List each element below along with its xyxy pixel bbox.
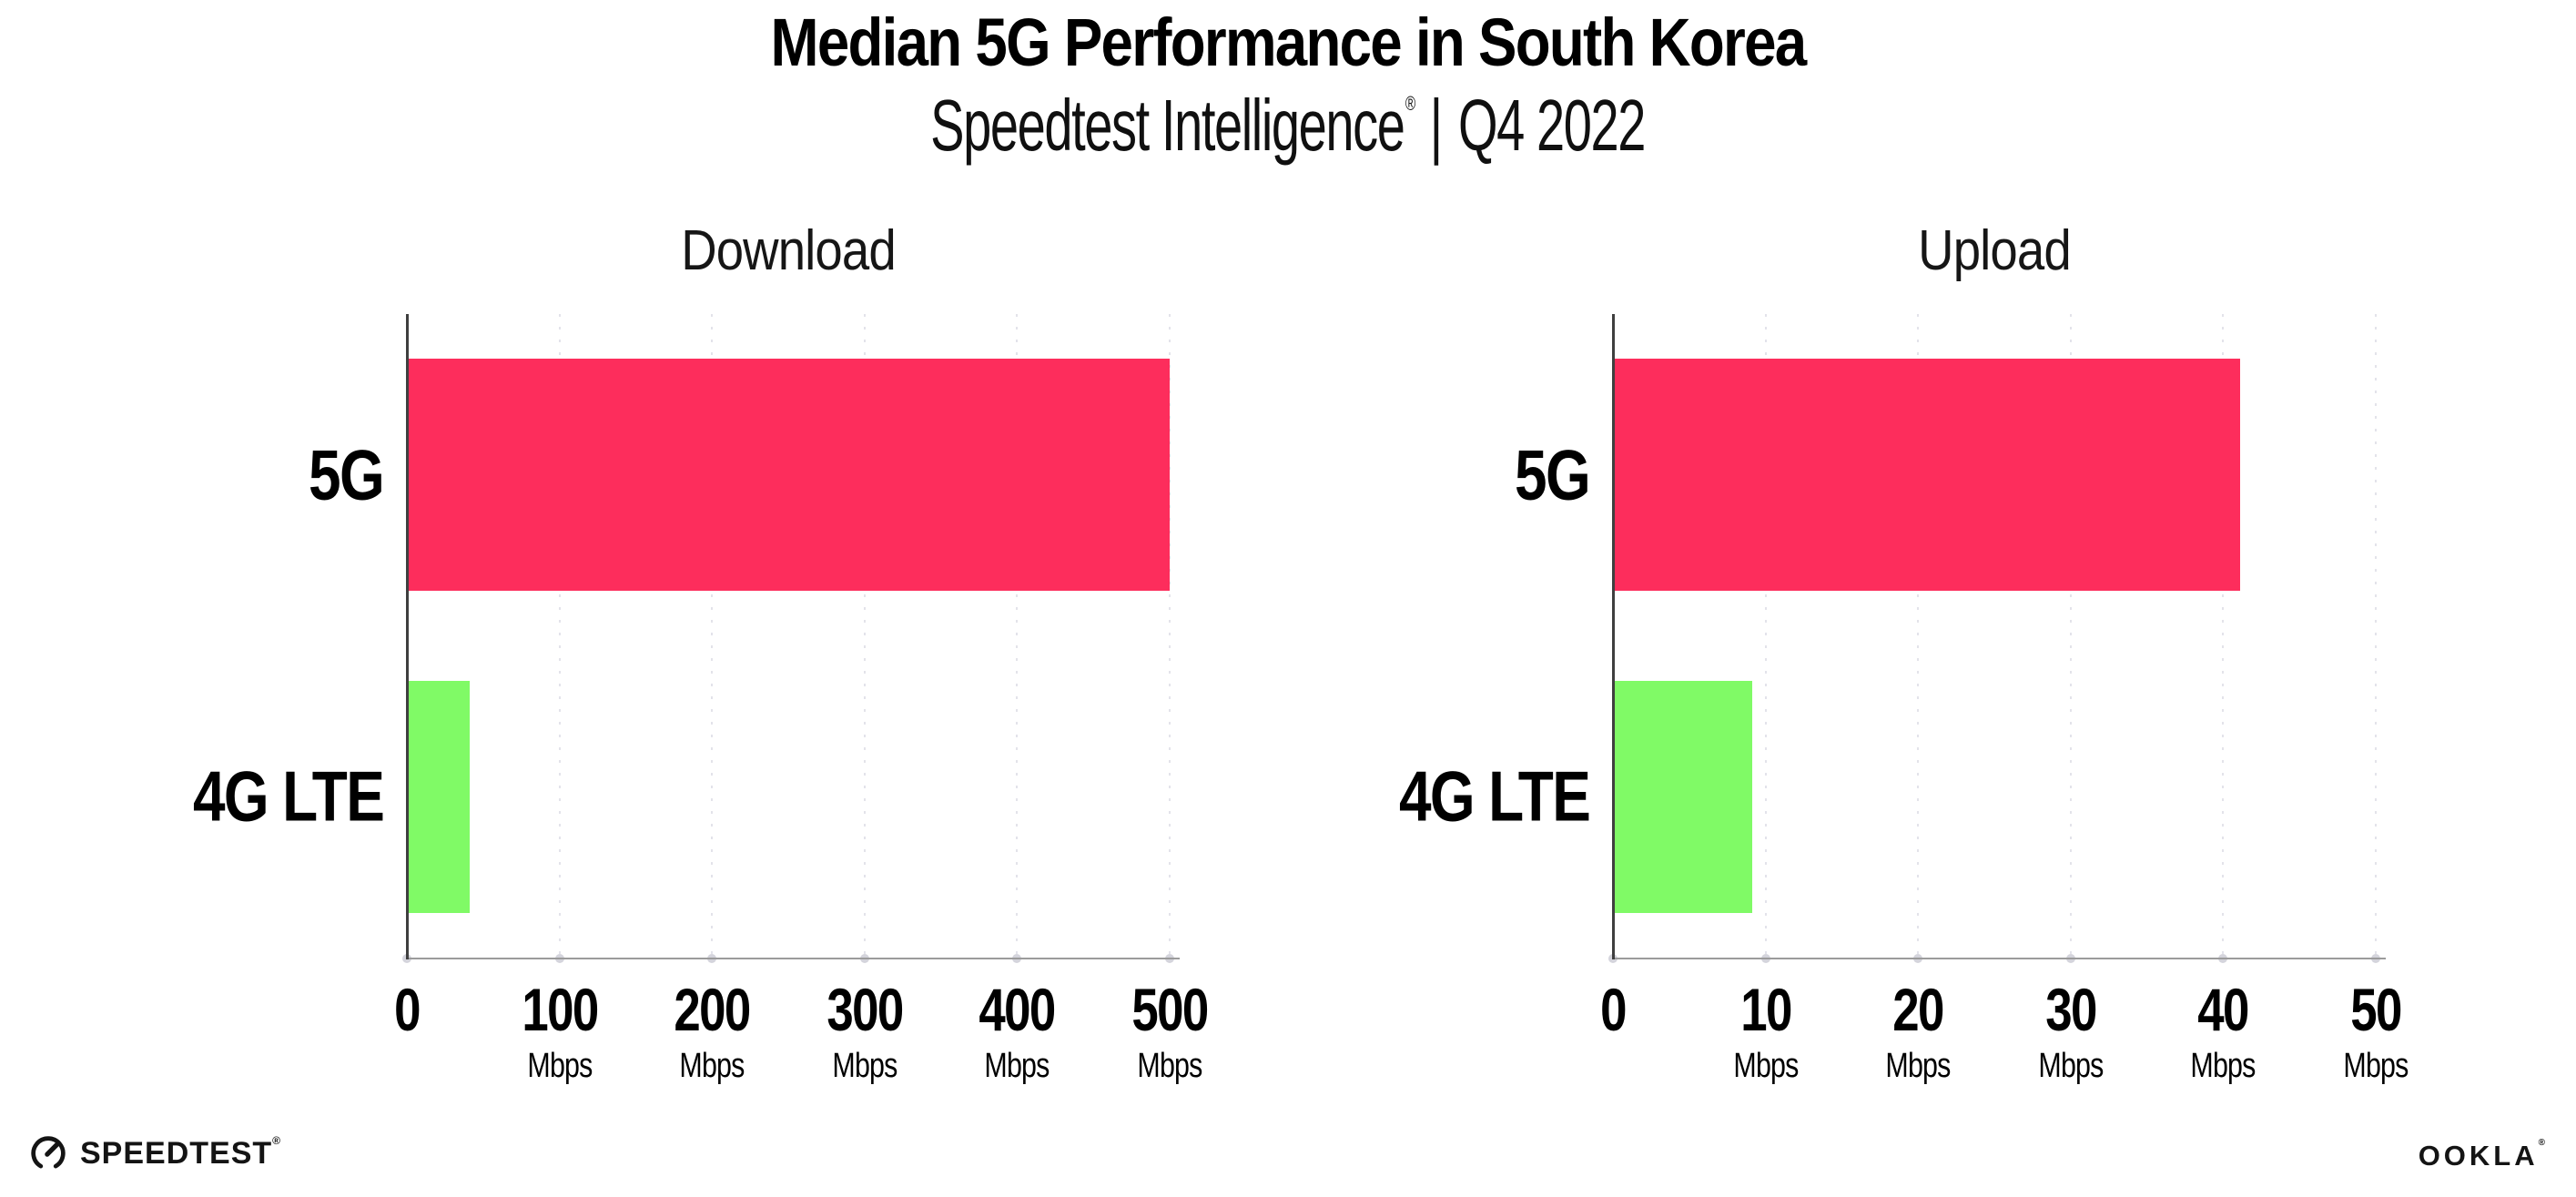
ookla-registered-mark: ® [2538, 1138, 2545, 1148]
gridline-200 [711, 314, 714, 958]
x-tick-value: 300 [827, 976, 904, 1043]
bar-4g-lte [1615, 680, 1752, 913]
x-tick-unit: Mbps [679, 1047, 745, 1085]
x-tick-unit: Mbps [2038, 1047, 2104, 1085]
x-tick-20: 20 Mbps [1885, 976, 1952, 1085]
bar-5g [1615, 359, 2241, 592]
x-tick-value: 10 [1739, 976, 1792, 1043]
x-tick-400: 400 Mbps [979, 976, 1057, 1085]
x-tick-10: 10 Mbps [1733, 976, 1799, 1085]
subtitle-period: Q4 2022 [1458, 85, 1646, 166]
subtitle-separator: | [1430, 85, 1444, 166]
x-tick-value: 100 [521, 976, 599, 1043]
upload-chart-title: Upload [1918, 219, 2072, 282]
bar-5g [409, 359, 1171, 592]
gridline-300 [863, 314, 866, 958]
gridline-400 [1016, 314, 1019, 958]
download-chart-plot: 5G 4G LTE 0 100 Mbps 200 Mbps 300 Mbps 400 Mbps 500… [193, 314, 1209, 1083]
gridline-500 [1169, 314, 1171, 958]
x-tick-300: 300 Mbps [827, 976, 904, 1085]
x-tick-value: 0 [1600, 976, 1627, 1043]
x-tick-unit: Mbps [1137, 1047, 1202, 1085]
gridline-50 [2375, 314, 2377, 958]
x-tick-100: 100 Mbps [521, 976, 599, 1085]
x-tick-value: 200 [674, 976, 752, 1043]
x-tick-500: 500 Mbps [1131, 976, 1209, 1085]
upload-chart-plot: 5G 4G LTE 0 10 Mbps 20 Mbps 30 Mbps 40 Mbps 50 Mbps [1399, 314, 2409, 1083]
gridline-20 [1917, 314, 1920, 958]
x-tick-0: 0 [1600, 976, 1627, 1043]
x-tick-value: 50 [2350, 976, 2402, 1043]
speedtest-logo-text: SPEEDTEST® [80, 1133, 282, 1172]
x-tick-unit: Mbps [2343, 1047, 2409, 1085]
x-tick-unit: Mbps [527, 1047, 593, 1085]
bar-4g-lte [409, 680, 471, 913]
x-tick-value: 0 [394, 976, 421, 1043]
speedtest-wordmark: SPEEDTEST [80, 1135, 273, 1171]
ookla-logo: OOKLA® [2418, 1138, 2545, 1172]
x-tick-value: 20 [1892, 976, 1944, 1043]
x-tick-unit: Mbps [1885, 1047, 1952, 1085]
x-tick-value: 500 [1131, 976, 1209, 1043]
x-tick-200: 200 Mbps [674, 976, 752, 1085]
gridline-100 [558, 314, 561, 958]
x-tick-40: 40 Mbps [2190, 976, 2257, 1085]
ookla-wordmark: OOKLA [2418, 1140, 2539, 1172]
page-subtitle: Speedtest Intelligence® | Q4 2022 [0, 87, 2576, 164]
x-tick-unit: Mbps [984, 1047, 1050, 1085]
gridline-30 [2069, 314, 2072, 958]
y-axis-line [1612, 314, 1615, 959]
category-label-4g-lte: 4G LTE [192, 756, 385, 837]
page-subtitle-text: Speedtest Intelligence® | Q4 2022 [930, 85, 1647, 166]
x-tick-unit: Mbps [1733, 1047, 1799, 1085]
page-title-text: Median 5G Performance in South Korea [770, 5, 1808, 80]
x-tick-value: 40 [2197, 976, 2250, 1043]
page-title: Median 5G Performance in South Korea [0, 7, 2576, 78]
category-label-5g: 5G [308, 434, 385, 515]
gridline-40 [2222, 314, 2225, 958]
registered-mark: ® [1405, 92, 1415, 115]
y-axis-line [406, 314, 409, 959]
x-tick-unit: Mbps [2190, 1047, 2257, 1085]
x-axis-line [406, 958, 1180, 959]
speedtest-gauge-icon [31, 1136, 66, 1169]
speedtest-registered-mark: ® [272, 1133, 282, 1147]
x-tick-unit: Mbps [832, 1047, 898, 1085]
x-tick-50: 50 Mbps [2343, 976, 2409, 1085]
ookla-logo-text: OOKLA® [2418, 1138, 2545, 1172]
category-label-4g-lte: 4G LTE [1398, 756, 1591, 837]
speedtest-logo: SPEEDTEST® [29, 1134, 281, 1172]
x-tick-0: 0 [394, 976, 421, 1043]
x-axis-line [1612, 958, 2386, 959]
subtitle-brand: Speedtest Intelligence [930, 85, 1406, 166]
download-chart-title: Download [681, 219, 896, 282]
category-label-5g: 5G [1514, 434, 1591, 515]
gridline-10 [1764, 314, 1767, 958]
x-tick-value: 30 [2045, 976, 2097, 1043]
x-tick-value: 400 [979, 976, 1057, 1043]
x-tick-30: 30 Mbps [2038, 976, 2104, 1085]
